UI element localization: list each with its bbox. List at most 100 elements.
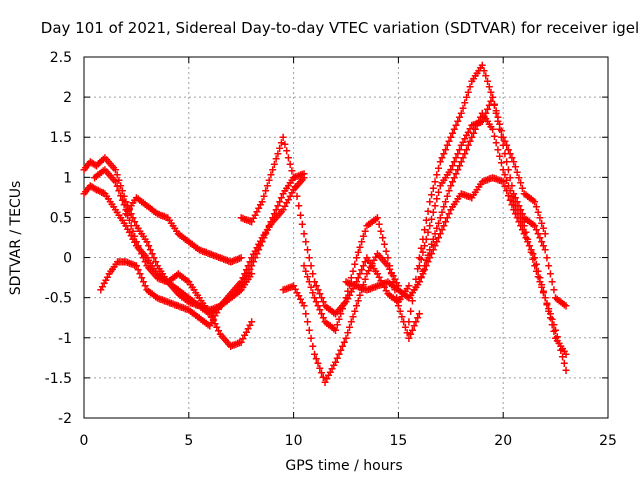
data-point: + <box>236 281 244 296</box>
data-point: + <box>405 291 413 306</box>
data-point: + <box>539 222 547 237</box>
data-point: + <box>454 115 462 130</box>
data-point: + <box>132 259 140 274</box>
data-point: + <box>209 302 217 317</box>
data-point: + <box>262 227 270 242</box>
data-point: + <box>246 214 254 229</box>
data-point: + <box>209 248 217 263</box>
data-point: + <box>190 295 198 310</box>
data-point: + <box>457 139 465 154</box>
data-point: + <box>143 259 151 274</box>
data-point: + <box>274 209 282 224</box>
data-point: + <box>148 287 156 302</box>
data-point: + <box>457 107 465 122</box>
data-point: + <box>234 286 242 301</box>
data-point: + <box>215 303 223 318</box>
data-point: + <box>291 181 299 196</box>
data-point: + <box>206 307 214 322</box>
data-point: + <box>463 129 471 144</box>
data-point: + <box>368 257 376 272</box>
data-point: + <box>370 214 378 229</box>
data-point: + <box>480 111 488 126</box>
data-point: + <box>421 263 429 278</box>
data-point: + <box>222 333 230 348</box>
data-point: + <box>312 295 320 310</box>
data-point: + <box>478 59 486 74</box>
data-point: + <box>531 195 539 210</box>
data-point: + <box>346 321 354 336</box>
data-point: + <box>319 295 327 310</box>
data-point: + <box>150 262 158 277</box>
data-point: + <box>330 322 338 337</box>
data-point: + <box>143 199 151 214</box>
data-point: + <box>86 179 94 194</box>
data-point: + <box>104 270 112 285</box>
data-point: + <box>477 111 485 126</box>
data-point: + <box>499 139 507 154</box>
data-point: + <box>239 276 247 291</box>
data-point: + <box>325 302 333 317</box>
data-point: + <box>250 212 258 227</box>
data-point: + <box>532 258 540 273</box>
data-point: + <box>477 61 485 76</box>
data-point: + <box>206 303 214 318</box>
data-point: + <box>449 127 457 142</box>
data-point: + <box>164 275 172 290</box>
data-point: + <box>393 294 401 309</box>
data-point: + <box>510 155 518 170</box>
data-point: + <box>365 254 373 269</box>
data-point: + <box>316 361 324 376</box>
data-point: + <box>115 255 123 270</box>
data-point: + <box>232 287 240 302</box>
data-point: + <box>215 250 223 265</box>
data-point: + <box>290 183 298 198</box>
data-point: + <box>356 288 364 303</box>
data-point: + <box>337 343 345 358</box>
data-point: + <box>105 192 113 207</box>
data-point: + <box>279 203 287 218</box>
data-point: + <box>244 322 252 337</box>
data-point: + <box>414 262 422 277</box>
data-point: + <box>429 206 437 221</box>
data-point: + <box>194 310 202 325</box>
data-point: + <box>253 247 261 262</box>
data-point: + <box>454 163 462 178</box>
data-point: + <box>518 215 526 230</box>
data-point: + <box>152 206 160 221</box>
grid <box>84 57 608 418</box>
data-point: + <box>387 266 395 281</box>
data-point: + <box>401 284 409 299</box>
data-point: + <box>241 329 249 344</box>
x-tick-label: 25 <box>599 433 617 449</box>
data-point: + <box>109 262 117 277</box>
data-point: + <box>505 163 513 178</box>
data-point: + <box>148 265 156 280</box>
data-point: + <box>260 190 268 205</box>
data-point: + <box>461 147 469 162</box>
data-point: + <box>141 279 149 294</box>
data-point: + <box>129 196 137 211</box>
data-point: + <box>124 208 132 223</box>
data-point: + <box>243 263 251 278</box>
data-point: + <box>410 283 418 298</box>
data-point: + <box>375 278 383 293</box>
data-point: + <box>309 339 317 354</box>
data-point: + <box>538 235 546 250</box>
data-point: + <box>379 277 387 292</box>
data-point: + <box>241 212 249 227</box>
data-point: + <box>326 303 334 318</box>
data-point: + <box>243 275 251 290</box>
data-point: + <box>534 264 542 279</box>
data-point: + <box>174 283 182 298</box>
data-point: + <box>379 253 387 268</box>
data-point: + <box>213 306 221 321</box>
data-point: + <box>255 238 263 253</box>
data-point: + <box>339 299 347 314</box>
data-point: + <box>452 119 460 134</box>
data-point: + <box>241 278 249 293</box>
data-point: + <box>456 190 464 205</box>
data-point: + <box>272 211 280 226</box>
data-point: + <box>463 143 471 158</box>
data-point: + <box>445 207 453 222</box>
data-point: + <box>169 271 177 286</box>
